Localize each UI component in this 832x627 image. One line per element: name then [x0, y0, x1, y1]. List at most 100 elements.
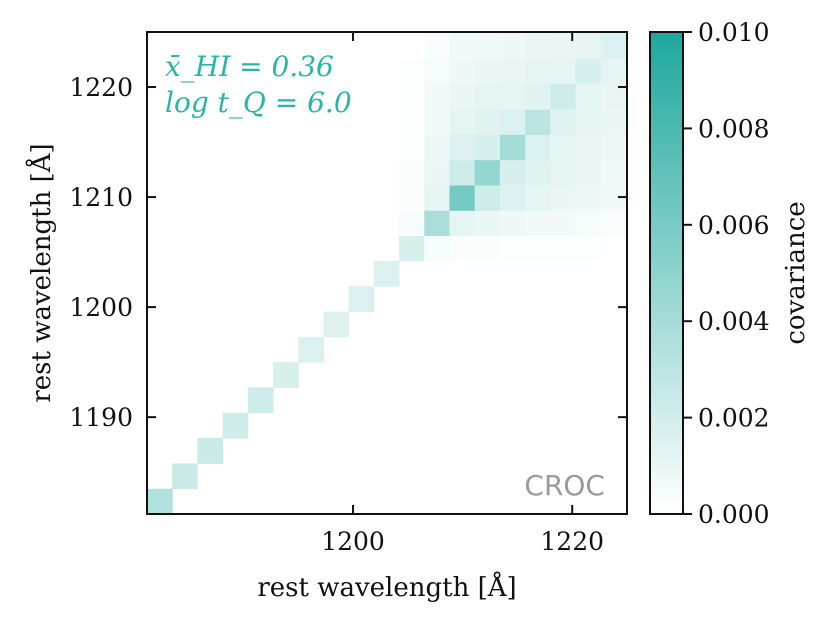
heatmap-cell — [499, 235, 526, 262]
x-axis-label: rest wavelength [Å] — [257, 571, 516, 603]
colorbar-tick-label: 0.002 — [698, 404, 770, 433]
heatmap-cell — [499, 83, 526, 110]
heatmap-cell — [449, 33, 476, 59]
heatmap-cell — [575, 184, 602, 211]
heatmap-cell — [525, 184, 551, 211]
heatmap-cell — [399, 210, 425, 237]
heatmap-cell — [575, 235, 602, 262]
heatmap-cell — [575, 159, 602, 186]
heatmap-cell — [424, 33, 450, 59]
heatmap-cell — [474, 134, 501, 161]
x-tick-label: 1200 — [321, 527, 385, 556]
heatmap-cell — [449, 83, 476, 110]
heatmap-cell — [550, 235, 576, 262]
heatmap-cell — [474, 184, 501, 211]
heatmap-cell — [424, 134, 450, 161]
heatmap-cell — [474, 159, 501, 186]
heatmap-cell — [575, 210, 602, 237]
heatmap-cell — [499, 33, 526, 59]
heatmap-cell — [273, 362, 299, 388]
heatmap-cell — [550, 58, 576, 85]
heatmap-cell — [399, 184, 425, 211]
heatmap-cell — [247, 387, 274, 414]
heatmap-cell — [600, 58, 627, 85]
heatmap-cell — [298, 336, 324, 363]
heatmap-cell — [575, 83, 602, 110]
heatmap-cell — [474, 210, 501, 237]
heatmap-cell — [424, 159, 450, 186]
heatmap-cell — [600, 83, 627, 110]
heatmap-cell — [474, 83, 501, 110]
heatmap-cell — [424, 109, 450, 135]
annotation-xhi: x̄_HI = 0.36 — [165, 50, 334, 83]
heatmap-cell — [525, 33, 551, 59]
heatmap-cell — [550, 159, 576, 186]
heatmap-cell — [399, 58, 425, 85]
heatmap-cell — [600, 159, 627, 186]
colorbar-ticks: 0.000 0.002 0.004 0.006 0.008 0.010 — [683, 18, 770, 529]
heatmap-cell — [399, 83, 425, 110]
heatmap-cell — [424, 58, 450, 85]
heatmap-cell — [424, 83, 450, 110]
heatmap-cell — [550, 184, 576, 211]
heatmap-cell — [525, 210, 551, 237]
colorbar-tick-label: 0.004 — [698, 307, 770, 336]
y-tick-label: 1190 — [69, 403, 133, 432]
heatmap-cell — [399, 159, 425, 186]
heatmap-cell — [424, 184, 450, 211]
heatmap-cell — [474, 109, 501, 135]
heatmap-cell — [449, 109, 476, 135]
heatmap-cell — [600, 134, 627, 161]
heatmap-cell — [449, 134, 476, 161]
x-tick-label: 1220 — [540, 527, 604, 556]
heatmap-cell — [323, 311, 350, 338]
heatmap-cell — [550, 109, 576, 135]
heatmap-cell — [499, 134, 526, 161]
heatmap-cell — [222, 412, 249, 439]
heatmap-cell — [424, 210, 450, 237]
heatmap-cells — [147, 33, 627, 515]
heatmap-cell — [575, 134, 602, 161]
heatmap-cell — [449, 159, 476, 186]
heatmap-cell — [449, 58, 476, 85]
heatmap-cell — [399, 235, 425, 262]
heatmap-cell — [449, 210, 476, 237]
heatmap-cell — [525, 235, 551, 262]
colorbar-tick-label: 0.000 — [698, 500, 770, 529]
heatmap-cell — [449, 184, 476, 211]
heatmap-cell — [550, 210, 576, 237]
heatmap-cell — [550, 134, 576, 161]
heatmap-cell — [474, 235, 501, 262]
heatmap-cell — [525, 58, 551, 85]
heatmap-cell — [525, 134, 551, 161]
axis-ticks: 1200 1220 1190 1200 1210 1220 — [69, 32, 627, 556]
heatmap-cell — [474, 33, 501, 59]
colorbar-tick-label: 0.006 — [698, 211, 770, 240]
heatmap-cell — [499, 210, 526, 237]
y-tick-label: 1210 — [69, 183, 133, 212]
heatmap-cell — [147, 488, 173, 515]
heatmap-cell — [499, 184, 526, 211]
heatmap-cell — [525, 83, 551, 110]
heatmap-cell — [348, 286, 375, 313]
heatmap-cell — [499, 109, 526, 135]
plot-frame — [146, 31, 628, 515]
heatmap-cell — [449, 235, 476, 262]
y-axis-label: rest wavelength [Å] — [25, 143, 57, 402]
heatmap-cell — [600, 210, 627, 237]
colorbar-label: covariance — [781, 201, 811, 344]
heatmap-cell — [600, 109, 627, 135]
heatmap-cell — [525, 159, 551, 186]
heatmap-cell — [399, 134, 425, 161]
heatmap-cell — [197, 438, 224, 464]
heatmap-cell — [575, 33, 602, 59]
heatmap-cell — [373, 260, 400, 287]
y-tick-label: 1220 — [69, 73, 133, 102]
colorbar-tick-label: 0.008 — [698, 114, 770, 143]
heatmap-cell — [172, 463, 198, 490]
heatmap-cell — [499, 159, 526, 186]
heatmap-cell — [424, 235, 450, 262]
colorbar — [649, 31, 684, 515]
heatmap-cell — [525, 109, 551, 135]
